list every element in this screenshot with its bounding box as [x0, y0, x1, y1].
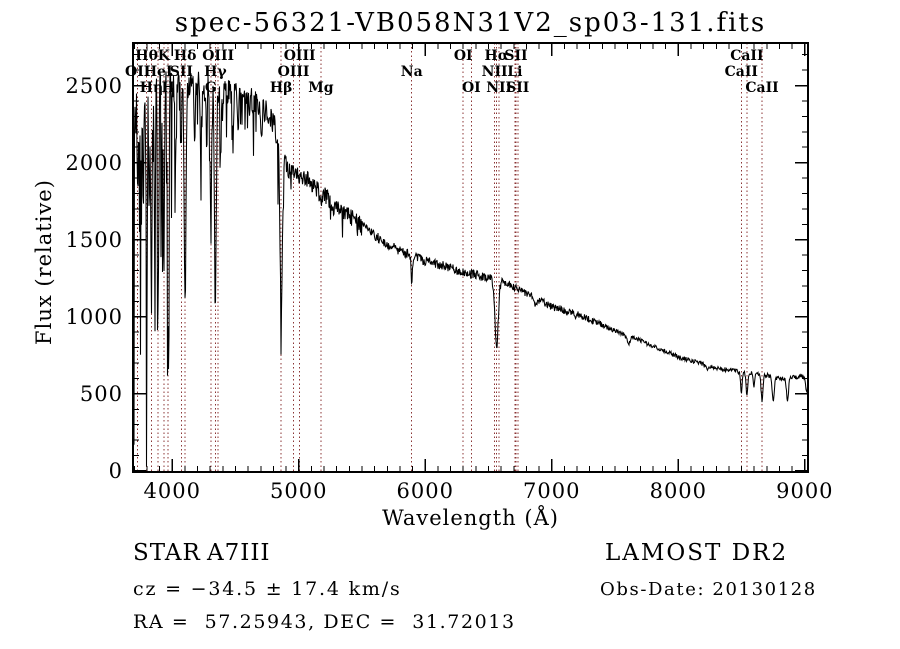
line-label-Hθ: Hθ [135, 48, 158, 64]
title-wrap: spec-56321-VB058N31V2_sp03-131.fits [133, 8, 808, 38]
line-label-OI: OI [453, 48, 473, 64]
ra-dec-text: RA = 57.25943, DEC = 31.72013 [133, 611, 516, 633]
line-label-Li: Li [507, 64, 523, 80]
y-tick-label-0: 0 [108, 459, 123, 483]
x-axis-label: Wavelength (Å) [382, 506, 559, 530]
spectrum-trace-group [132, 71, 809, 467]
line-label-CaII: CaII [730, 48, 764, 64]
y-tick-label-2000: 2000 [65, 150, 123, 175]
spectral-line-markers [137, 43, 763, 472]
x-tick-label-9000: 9000 [776, 479, 834, 503]
line-label-NII: NII [486, 80, 513, 96]
line-label-NII: NII [481, 64, 508, 80]
line-label-K: K [157, 48, 170, 64]
line-label-OII: OII [125, 64, 151, 80]
plot-title: spec-56321-VB058N31V2_sp03-131.fits [174, 8, 767, 38]
y-tick-label-1500: 1500 [65, 227, 123, 252]
axes-and-ticks [132, 42, 809, 473]
object-subclass-text: A7III [207, 540, 271, 566]
line-label-G: G [204, 80, 217, 96]
line-label-Hγ: Hγ [204, 64, 227, 80]
line-label-SII: SII [506, 80, 530, 96]
line-label-OIII: OIII [202, 48, 235, 64]
x-tick-label-6000: 6000 [396, 479, 454, 503]
x-tick-label-4000: 4000 [143, 479, 201, 503]
line-label-Mg: Mg [308, 80, 334, 96]
x-tick-label-5000: 5000 [270, 479, 328, 503]
spectrum-trace [132, 71, 809, 467]
line-label-OIII: OIII [277, 64, 310, 80]
line-label-SII: SII [504, 48, 528, 64]
y-tick-label-500: 500 [79, 381, 123, 406]
line-label-Hδ: Hδ [173, 48, 197, 64]
line-label-H: H [161, 80, 175, 96]
survey-release-text: LAMOST DR2 [605, 540, 789, 566]
line-label-CaII: CaII [724, 64, 758, 80]
x-tick-label-7000: 7000 [523, 479, 581, 503]
line-label-SII: SII [169, 64, 193, 80]
y-axis-label: Flux (relative) [32, 179, 56, 345]
line-label-Hβ: Hβ [269, 80, 293, 96]
object-class-text: STAR [133, 540, 201, 566]
obs-date-text: Obs-Date: 20130128 [600, 579, 817, 600]
line-label-Hη: Hη [139, 80, 164, 96]
line-label-OI: OI [461, 80, 481, 96]
y-tick-label-2500: 2500 [65, 73, 123, 98]
line-label-OIII: OIII [283, 48, 316, 64]
line-label-Hα: Hα [484, 48, 509, 64]
line-label-HeI: HeI [143, 64, 173, 80]
y-tick-label-1000: 1000 [65, 304, 123, 329]
line-label-Na: Na [400, 64, 423, 80]
radial-velocity-text: cz = −34.5 ± 17.4 km/s [133, 578, 402, 600]
x-tick-label-8000: 8000 [649, 479, 708, 503]
line-label-CaII: CaII [745, 80, 779, 96]
